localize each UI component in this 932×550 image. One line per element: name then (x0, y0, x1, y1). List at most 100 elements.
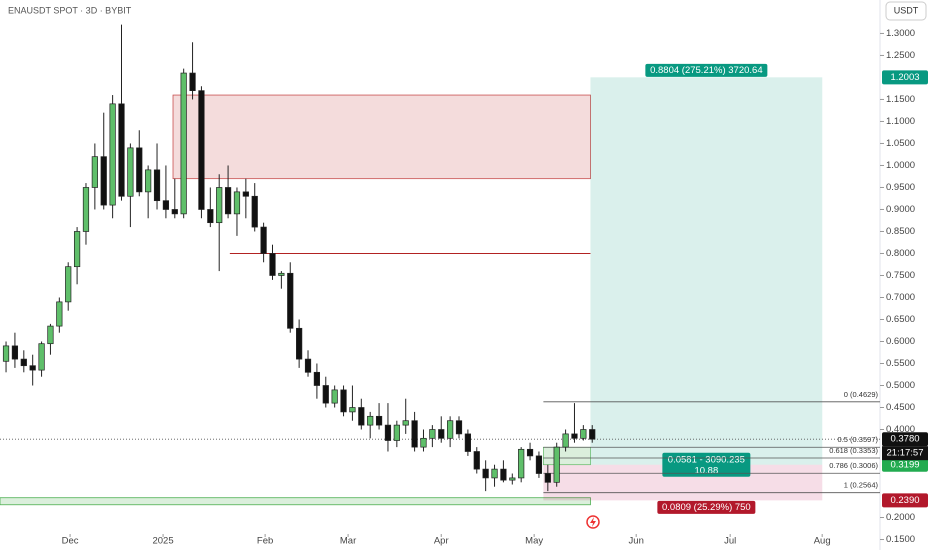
candle-up (331, 389, 338, 404)
entry-box (543, 446, 591, 466)
candle-up (82, 187, 90, 232)
candle-up (65, 266, 72, 303)
candle-down (224, 187, 232, 215)
candle-up (580, 429, 587, 439)
candle-up (216, 187, 223, 224)
fib-label: 0.618 (0.3353) (829, 446, 878, 455)
candle-down (251, 195, 258, 228)
currency-button[interactable] (885, 1, 927, 21)
candle-down (171, 209, 178, 215)
price-tag-label: 1.2003 (890, 72, 919, 83)
candle-up (367, 415, 374, 426)
candle-up (491, 468, 498, 479)
fib-label: 0 (0.4629) (844, 390, 879, 399)
candle-down (482, 468, 489, 479)
candle-up (518, 448, 525, 479)
y-tick-label: 1.2500 (886, 50, 915, 61)
price-tag (882, 432, 928, 447)
candle-down (11, 345, 19, 360)
target-label-bg (645, 63, 768, 77)
y-tick-label: 0.9500 (886, 182, 915, 193)
price-tag-label: 0.3780 (890, 434, 919, 445)
y-tick-label: 0.5000 (886, 380, 915, 391)
y-tick-label: 0.6500 (886, 314, 915, 325)
y-tick-label: 1.1500 (886, 94, 915, 105)
candle-down (162, 200, 170, 210)
candle-up (349, 407, 356, 413)
candle-down (198, 90, 205, 210)
candle-up (127, 147, 134, 197)
x-tick-label: Apr (434, 536, 449, 547)
candle-down (313, 371, 321, 386)
candle-down (100, 156, 107, 206)
x-tick-label: Aug (814, 536, 831, 547)
mid-label2: 10.88 (694, 465, 718, 476)
mid-label: 0.0581 - 3090.235 (668, 454, 745, 465)
x-tick-label: Jun (629, 536, 644, 547)
currency-label[interactable]: USDT (894, 5, 919, 15)
y-tick-label: 0.6000 (886, 336, 915, 347)
candle-down (29, 365, 36, 371)
y-tick-label: 1.0000 (886, 160, 915, 171)
candle-up (420, 437, 427, 448)
mid-label-bg (662, 452, 751, 477)
candle-down (287, 272, 294, 329)
candle-down (411, 420, 418, 448)
candle-down (589, 429, 596, 440)
candle-down (464, 433, 471, 452)
y-tick-label: 1.0500 (886, 138, 915, 149)
candle-down (136, 147, 143, 193)
stop-label: 0.0809 (25.29%) 750 (662, 502, 751, 513)
price-tag (882, 493, 928, 508)
candle-down (384, 424, 392, 441)
candle-up (145, 169, 152, 193)
candle-up (447, 420, 454, 439)
y-tick-label: 0.1500 (886, 534, 915, 545)
candle-up (180, 72, 187, 215)
candle-down (322, 385, 329, 404)
y-tick-label: 0.4500 (886, 402, 915, 413)
candle-down (189, 72, 196, 92)
target-label: 0.8804 (275.21%) 3720.64 (650, 65, 763, 76)
candle-up (402, 420, 409, 426)
target-area (590, 77, 823, 465)
candle-down (375, 415, 383, 426)
x-tick-label: May (525, 536, 543, 547)
candle-up (109, 103, 116, 206)
y-tick-label: 0.9000 (886, 204, 915, 215)
candle-up (91, 156, 98, 188)
price-tag (882, 457, 928, 472)
candle-up (73, 231, 81, 268)
price-tag (882, 70, 928, 85)
stop-label-bg (657, 500, 756, 514)
candle-down (544, 473, 551, 483)
candle-down (473, 451, 480, 470)
candle-down (20, 358, 27, 367)
zone (172, 94, 591, 180)
x-tick-label: Dec (62, 536, 79, 547)
candle-down (438, 429, 445, 439)
candle-up (233, 191, 241, 215)
candle-down (242, 191, 249, 197)
candle-up (553, 446, 560, 483)
candle-up (393, 424, 400, 441)
candle-down (118, 103, 125, 197)
price-tag-label: 0.3199 (890, 459, 919, 470)
candle-up (2, 345, 10, 362)
candle-down (455, 420, 463, 435)
y-tick-label: 0.7500 (886, 270, 915, 281)
candle-down (207, 209, 214, 224)
candle-down (535, 455, 543, 474)
y-tick-label: 0.8500 (886, 226, 915, 237)
candle-up (56, 301, 63, 327)
x-tick-label: Jul (724, 536, 736, 547)
candle-up (509, 477, 516, 481)
countdown-bg (882, 446, 928, 461)
y-tick-label: 0.5500 (886, 358, 915, 369)
logo[interactable] (586, 515, 600, 529)
candle-down (526, 448, 534, 457)
candle-up (562, 433, 569, 448)
candle-up (38, 343, 45, 371)
candle-down (500, 468, 507, 481)
